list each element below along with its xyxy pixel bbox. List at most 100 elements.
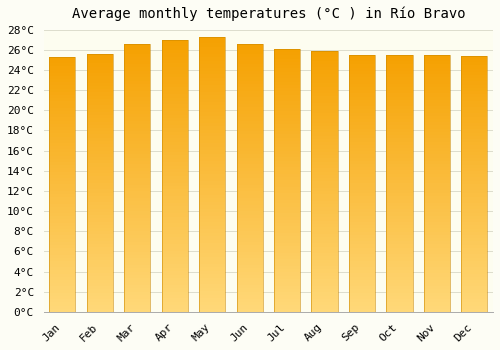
Bar bbox=[461, 216, 487, 219]
Bar bbox=[274, 276, 300, 279]
Bar bbox=[50, 219, 76, 223]
Bar bbox=[199, 298, 226, 302]
Bar bbox=[349, 306, 375, 309]
Bar bbox=[274, 262, 300, 266]
Bar bbox=[124, 299, 150, 302]
Bar bbox=[312, 97, 338, 100]
Bar bbox=[312, 220, 338, 224]
Bar bbox=[274, 194, 300, 197]
Bar bbox=[162, 84, 188, 87]
Bar bbox=[86, 244, 113, 247]
Bar bbox=[124, 245, 150, 248]
Bar bbox=[124, 141, 150, 144]
Bar bbox=[199, 130, 226, 133]
Bar bbox=[236, 70, 262, 74]
Bar bbox=[274, 197, 300, 200]
Bar bbox=[461, 155, 487, 158]
Bar bbox=[50, 57, 76, 312]
Bar bbox=[424, 154, 450, 158]
Bar bbox=[349, 103, 375, 106]
Bar bbox=[424, 276, 450, 280]
Bar bbox=[424, 151, 450, 154]
Bar bbox=[162, 254, 188, 258]
Bar bbox=[312, 217, 338, 220]
Bar bbox=[274, 58, 300, 62]
Bar bbox=[86, 170, 113, 173]
Bar bbox=[50, 245, 76, 248]
Bar bbox=[274, 141, 300, 144]
Bar bbox=[236, 44, 262, 47]
Bar bbox=[124, 231, 150, 235]
Bar bbox=[274, 164, 300, 167]
Bar bbox=[424, 177, 450, 180]
Bar bbox=[162, 295, 188, 298]
Bar bbox=[386, 276, 412, 280]
Bar bbox=[386, 193, 412, 196]
Bar bbox=[124, 67, 150, 70]
Bar bbox=[50, 92, 76, 95]
Bar bbox=[162, 271, 188, 274]
Bar bbox=[312, 77, 338, 80]
Bar bbox=[199, 150, 226, 154]
Bar bbox=[50, 236, 76, 239]
Bar bbox=[349, 132, 375, 135]
Bar bbox=[124, 218, 150, 222]
Bar bbox=[199, 133, 226, 136]
Bar bbox=[50, 181, 76, 184]
Bar bbox=[274, 88, 300, 91]
Bar bbox=[50, 194, 76, 197]
Bar bbox=[162, 285, 188, 288]
Bar bbox=[86, 138, 113, 141]
Bar bbox=[86, 257, 113, 260]
Bar bbox=[349, 212, 375, 216]
Bar bbox=[312, 165, 338, 168]
Bar bbox=[312, 208, 338, 211]
Bar bbox=[386, 58, 412, 61]
Bar bbox=[386, 129, 412, 132]
Bar bbox=[124, 222, 150, 225]
Bar bbox=[50, 130, 76, 133]
Bar bbox=[349, 299, 375, 302]
Bar bbox=[349, 225, 375, 228]
Bar bbox=[236, 127, 262, 131]
Bar bbox=[199, 174, 226, 178]
Bar bbox=[124, 77, 150, 80]
Bar bbox=[199, 140, 226, 143]
Bar bbox=[424, 84, 450, 87]
Bar bbox=[199, 291, 226, 295]
Bar bbox=[424, 164, 450, 167]
Bar bbox=[199, 122, 226, 126]
Bar bbox=[386, 97, 412, 100]
Bar bbox=[461, 146, 487, 149]
Bar bbox=[461, 123, 487, 126]
Bar bbox=[274, 49, 300, 52]
Bar bbox=[199, 112, 226, 116]
Bar bbox=[349, 135, 375, 138]
Bar bbox=[349, 302, 375, 306]
Bar bbox=[236, 54, 262, 57]
Bar bbox=[50, 70, 76, 73]
Bar bbox=[312, 292, 338, 296]
Bar bbox=[199, 54, 226, 57]
Bar bbox=[349, 126, 375, 129]
Bar bbox=[424, 260, 450, 264]
Bar bbox=[461, 261, 487, 264]
Bar bbox=[50, 191, 76, 194]
Bar bbox=[162, 206, 188, 210]
Bar bbox=[236, 292, 262, 295]
Bar bbox=[349, 273, 375, 276]
Bar bbox=[162, 274, 188, 278]
Bar bbox=[124, 44, 150, 47]
Bar bbox=[236, 231, 262, 235]
Bar bbox=[86, 202, 113, 205]
Bar bbox=[274, 144, 300, 147]
Bar bbox=[349, 187, 375, 190]
Bar bbox=[349, 222, 375, 225]
Bar bbox=[86, 306, 113, 309]
Bar bbox=[124, 188, 150, 191]
Bar bbox=[424, 90, 450, 93]
Bar bbox=[424, 145, 450, 148]
Bar bbox=[386, 164, 412, 167]
Bar bbox=[162, 302, 188, 305]
Bar bbox=[386, 244, 412, 248]
